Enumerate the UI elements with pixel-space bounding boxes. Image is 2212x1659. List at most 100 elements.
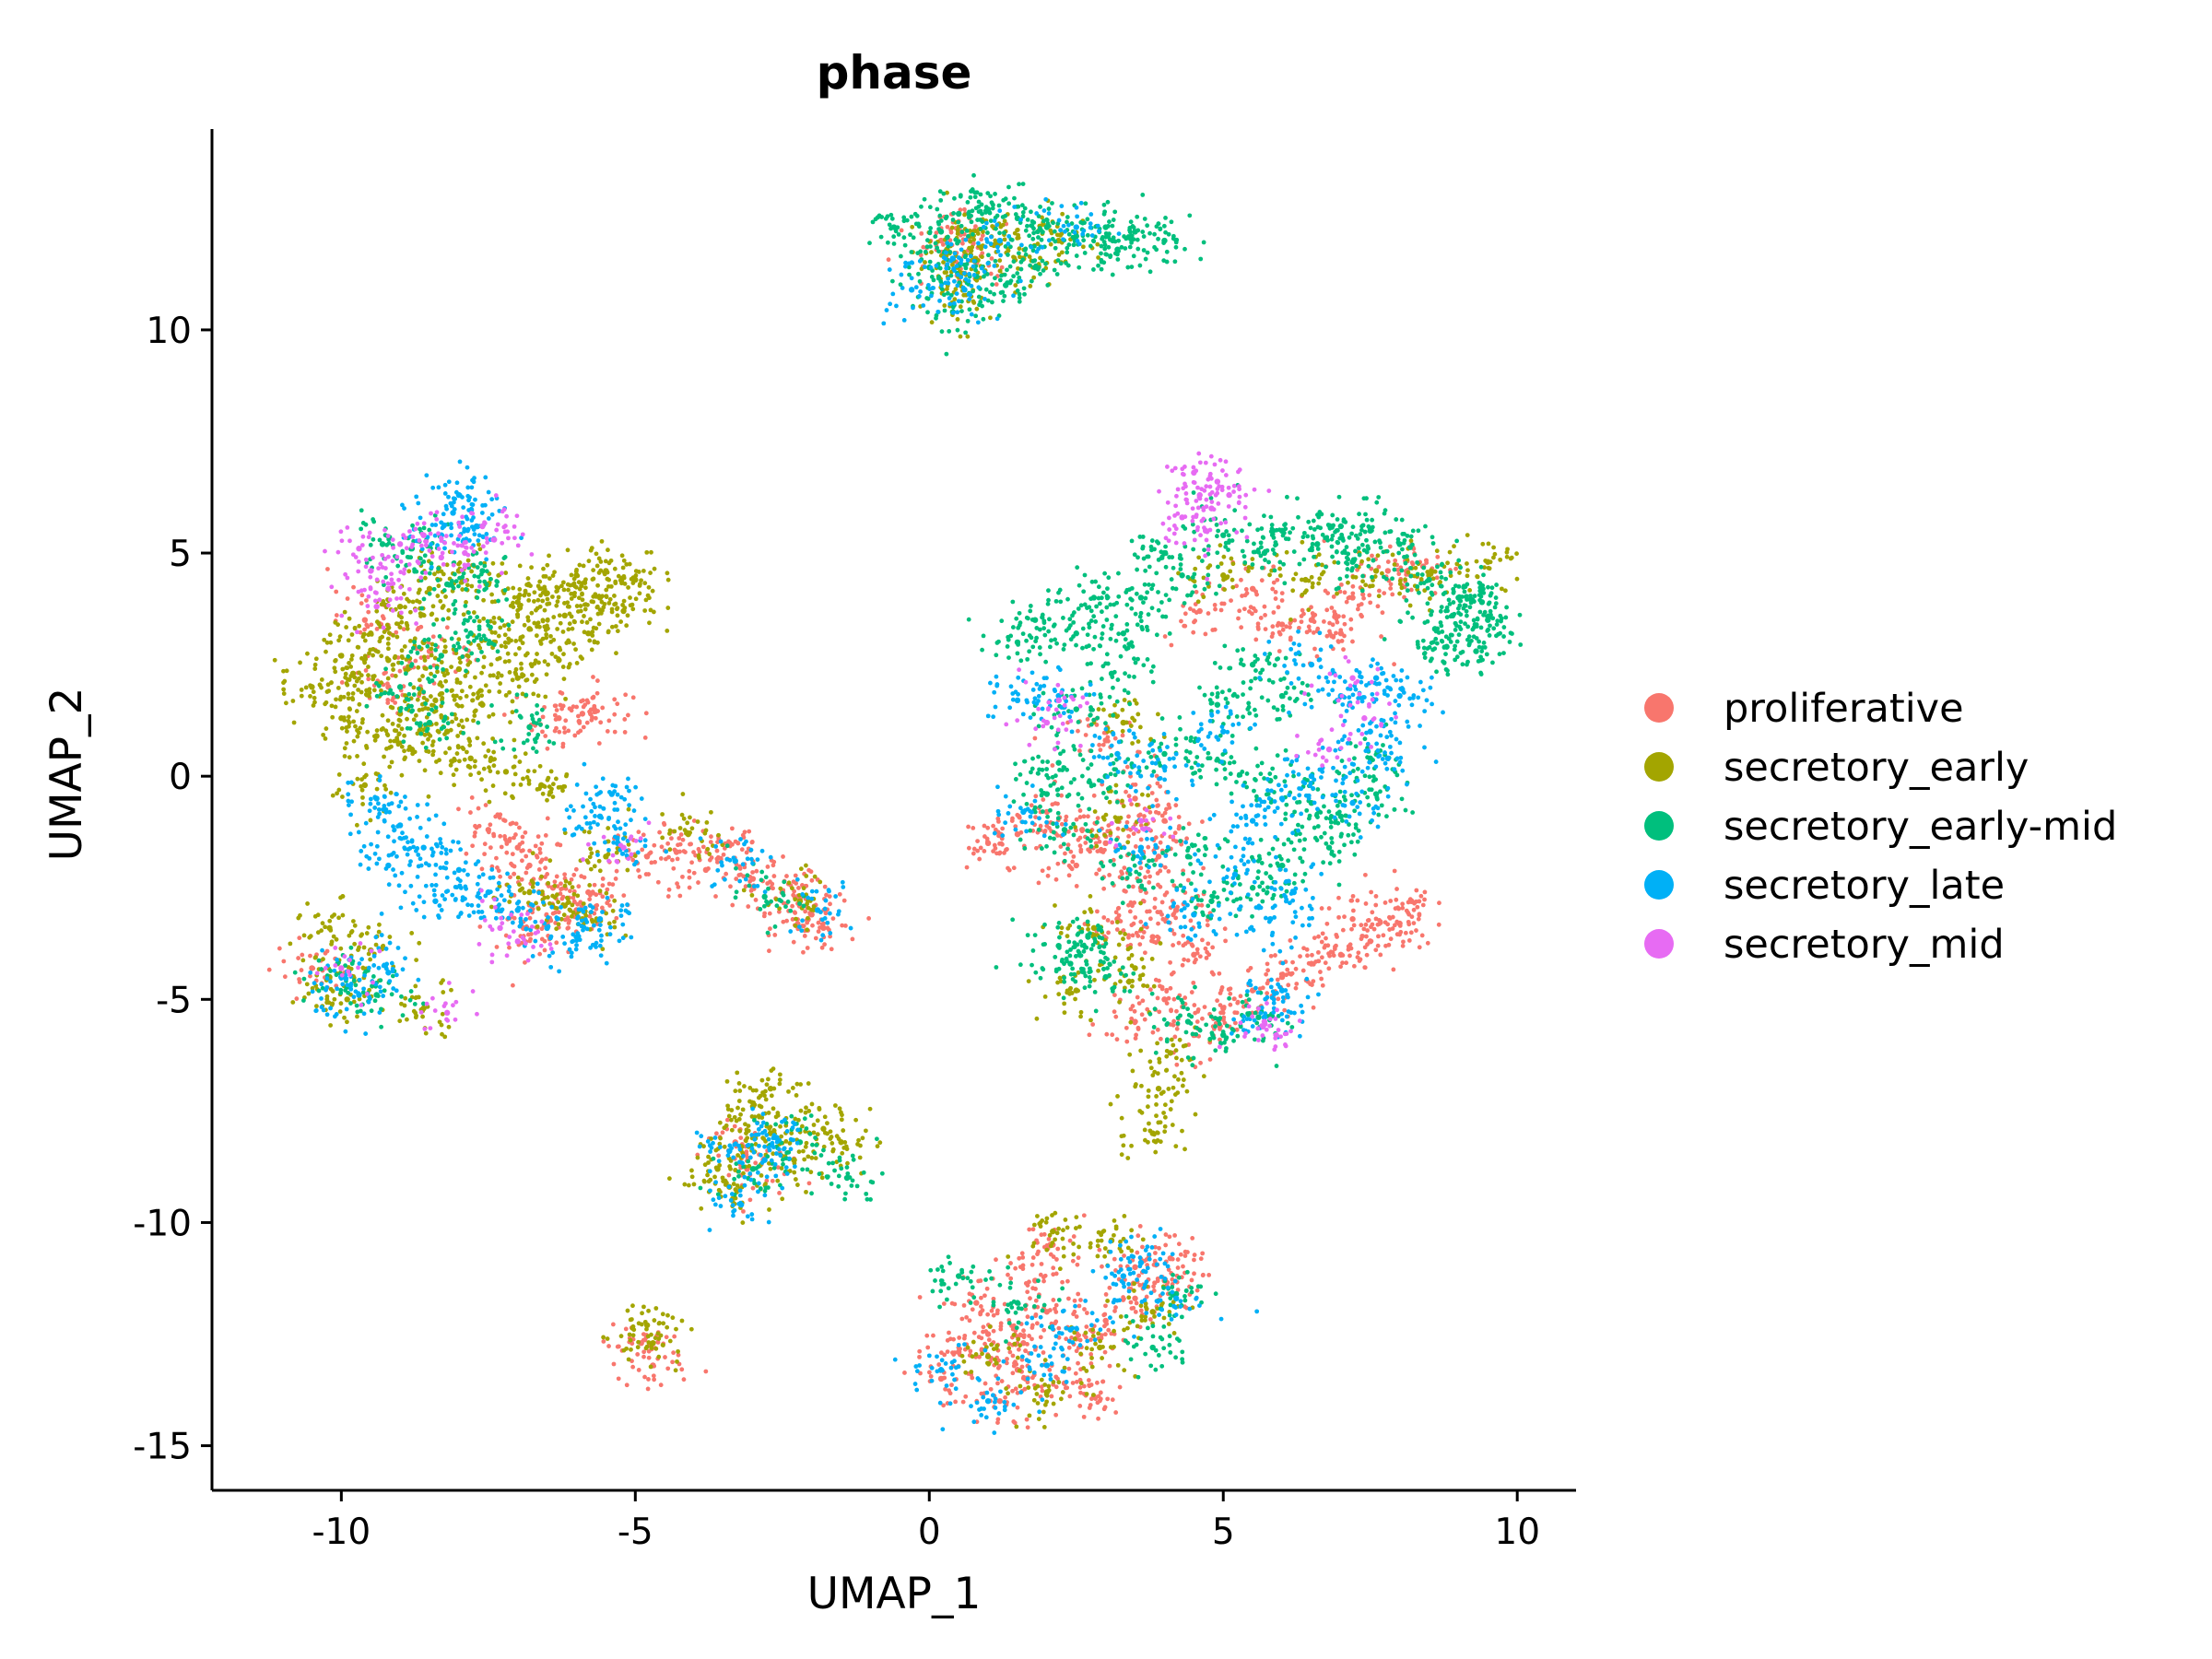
data-point — [1084, 1311, 1089, 1315]
data-point — [1375, 922, 1381, 927]
data-point — [641, 1304, 646, 1310]
data-point — [422, 665, 428, 671]
data-point — [986, 1361, 991, 1367]
data-point — [1091, 1393, 1096, 1397]
data-point — [312, 662, 318, 667]
data-point — [356, 676, 361, 681]
data-point — [741, 1171, 746, 1176]
data-point — [490, 560, 496, 566]
data-point — [1076, 1255, 1081, 1261]
data-point — [1465, 568, 1470, 573]
data-point — [1319, 955, 1324, 960]
data-point — [1235, 1000, 1241, 1006]
data-point — [382, 602, 387, 607]
data-point — [1012, 1341, 1018, 1347]
data-point — [336, 638, 342, 643]
data-point — [680, 792, 686, 796]
data-point — [949, 225, 955, 230]
data-point — [764, 1082, 770, 1088]
data-point — [1135, 994, 1140, 1000]
data-point — [1162, 1129, 1168, 1135]
data-point — [547, 858, 553, 864]
data-point — [594, 710, 598, 714]
data-point — [1138, 973, 1143, 979]
data-point — [1137, 1224, 1143, 1229]
data-point — [447, 746, 453, 751]
data-point — [356, 730, 361, 735]
data-point — [485, 827, 492, 833]
data-point — [1315, 626, 1321, 631]
data-point — [589, 631, 594, 637]
data-point — [671, 865, 677, 871]
data-point — [1270, 630, 1276, 636]
data-point — [691, 1182, 697, 1187]
data-point — [426, 794, 431, 799]
data-point — [1299, 614, 1304, 618]
data-point — [1363, 922, 1369, 927]
data-point — [364, 746, 370, 750]
data-point — [450, 719, 454, 724]
data-point — [488, 904, 494, 910]
data-point — [1128, 1300, 1134, 1305]
data-point — [1370, 553, 1374, 559]
data-point — [665, 606, 671, 610]
data-point — [738, 1135, 744, 1140]
data-point — [1194, 950, 1200, 956]
data-point — [736, 1080, 742, 1086]
data-point — [600, 705, 606, 711]
data-point — [420, 1014, 425, 1019]
data-point — [610, 882, 616, 888]
data-point — [1041, 1409, 1046, 1415]
data-point — [1110, 1032, 1115, 1038]
data-point — [999, 1379, 1005, 1383]
data-point — [301, 933, 307, 938]
data-point — [994, 1257, 998, 1263]
data-point — [724, 871, 729, 877]
data-point — [688, 1326, 694, 1332]
data-point — [665, 841, 671, 846]
data-point — [1378, 952, 1383, 958]
data-point — [1015, 1405, 1020, 1410]
data-point — [1359, 602, 1364, 606]
data-point — [1076, 728, 1080, 734]
data-point — [1117, 999, 1122, 1005]
data-point — [1375, 943, 1381, 948]
data-point — [1124, 888, 1128, 894]
data-point — [596, 741, 602, 746]
data-point — [344, 996, 350, 1003]
data-point — [664, 1335, 669, 1340]
data-point — [386, 646, 391, 652]
data-point — [517, 646, 522, 651]
data-point — [614, 651, 618, 656]
data-point — [558, 702, 563, 708]
data-point — [1135, 712, 1141, 717]
data-point — [681, 816, 687, 821]
data-point — [1265, 968, 1271, 973]
data-point — [1066, 873, 1072, 878]
data-point — [1331, 633, 1336, 639]
data-point — [1140, 1244, 1145, 1250]
data-point — [1072, 1309, 1077, 1314]
data-point — [323, 736, 328, 741]
data-point — [656, 1354, 662, 1359]
data-point — [1230, 561, 1236, 567]
data-point — [402, 733, 407, 738]
data-point — [886, 257, 891, 263]
data-point — [1309, 574, 1314, 580]
data-point — [319, 928, 324, 934]
data-point — [420, 674, 425, 678]
data-point — [1175, 1265, 1181, 1270]
data-point — [511, 605, 516, 609]
data-point — [388, 790, 394, 795]
data-point — [421, 695, 427, 700]
data-point — [1046, 1236, 1052, 1241]
data-point — [959, 1353, 965, 1359]
data-point — [1034, 845, 1039, 851]
data-point — [300, 958, 306, 963]
data-point — [672, 847, 677, 853]
data-point — [1080, 244, 1086, 250]
data-point — [582, 875, 587, 880]
data-point — [749, 840, 755, 844]
data-point — [1132, 1295, 1138, 1301]
data-point — [294, 996, 300, 1001]
